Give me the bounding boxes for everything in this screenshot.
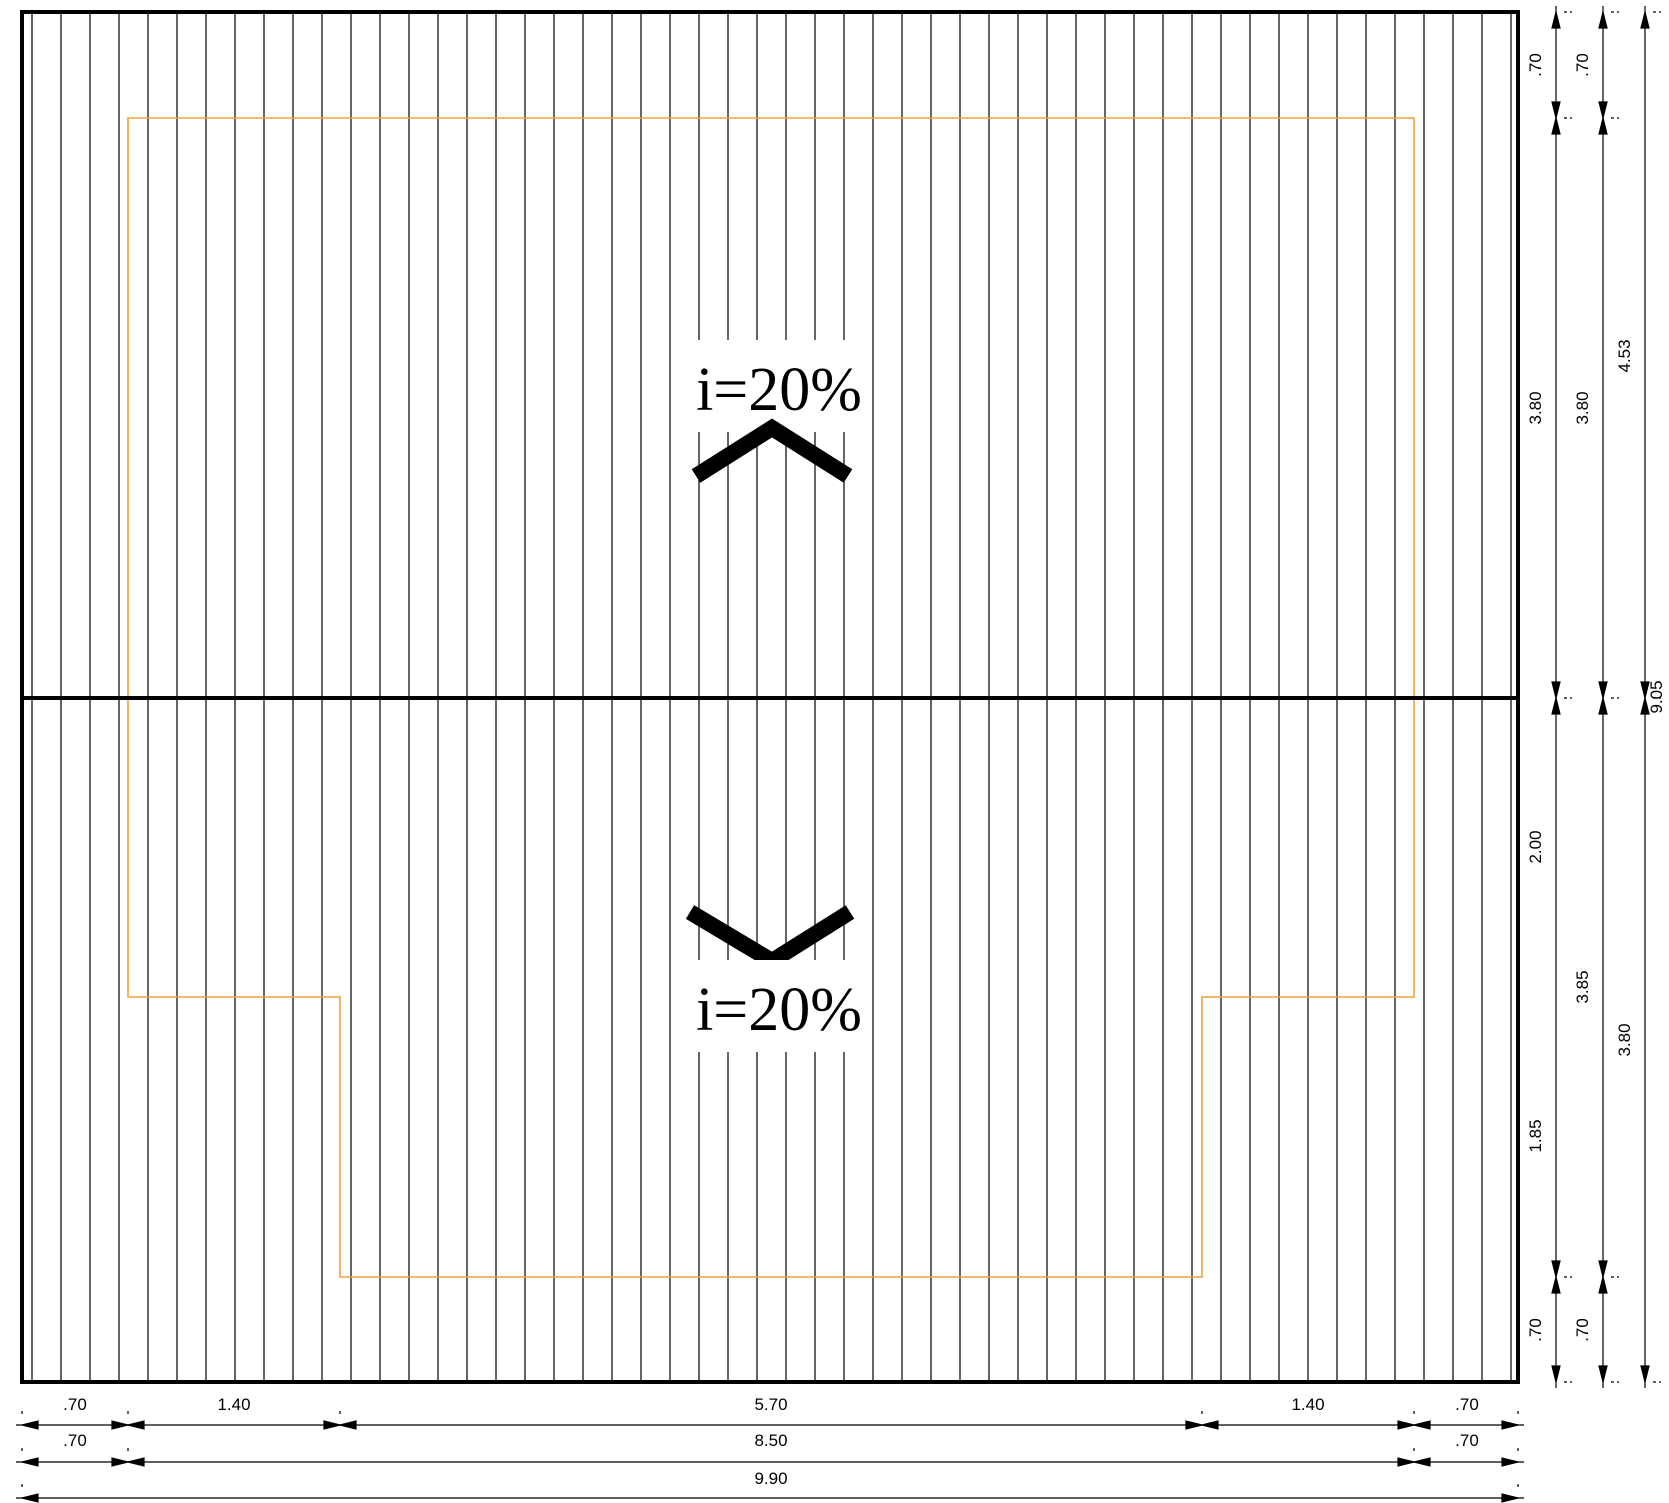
dim-arrow-icon [1501,1420,1519,1430]
dim-arrow-icon [1598,117,1608,135]
right-dimensions: .70 3.80 2.00 1.85 .70 .70 3.80 3.85 .70… [1526,53,1666,1342]
bottom-dimensions: .70 1.40 5.70 1.40 .70 .70 8.50 .70 9.90 [63,1395,1479,1488]
dim-arrow-icon [1551,101,1561,119]
dim-bottom-row1-5: .70 [1455,1395,1479,1414]
dim-bottom-row1-4: 1.40 [1291,1395,1324,1414]
dim-arrow-icon [1640,697,1650,715]
dim-arrow-icon [1640,1365,1650,1383]
dim-right-col3-1: 4.53 [1615,339,1634,372]
dim-bottom-row1-2: 1.40 [217,1395,250,1414]
dim-arrow-icon [1397,1420,1415,1430]
slope-arrow-up-icon [691,418,853,483]
dim-arrow-icon [1201,1420,1219,1430]
dim-arrow-icon [1501,1457,1519,1467]
dim-arrow-icon [1551,681,1561,699]
dim-arrow-icon [1501,1493,1519,1503]
slope-label-lower: i=20% [696,976,862,1044]
dim-bottom-row3-1: 9.90 [754,1469,787,1488]
dim-arrow-icon [127,1457,145,1467]
wall-outline [127,117,1415,1278]
dim-arrow-icon [1551,11,1561,29]
dim-right-col4-1: 9.05 [1647,680,1666,713]
dim-right-col1-2: 3.80 [1526,391,1545,424]
dim-right-col1-3: 2.00 [1526,830,1545,863]
dim-arrow-icon [1397,1457,1415,1467]
dim-right-col2-2: 3.80 [1573,391,1592,424]
dim-arrow-icon [1185,1420,1203,1430]
roof-outline [20,10,1520,1384]
dim-arrow-icon [1598,1276,1608,1294]
dim-bottom-row2-2: 8.50 [754,1431,787,1450]
dim-arrow-icon [1598,11,1608,29]
dim-right-col2-3: 3.85 [1573,970,1592,1003]
dim-arrow-icon [339,1420,357,1430]
dim-arrow-icon [1598,1260,1608,1278]
dim-right-col3-2: 3.80 [1615,1023,1634,1056]
dim-arrow-icon [21,1420,39,1430]
dim-bottom-row2-1: .70 [63,1431,87,1450]
dim-right-col2-4: .70 [1573,1318,1592,1342]
dim-right-col2-1: .70 [1573,53,1592,77]
dim-bottom-row1-1: .70 [63,1395,87,1414]
dim-arrow-icon [1551,697,1561,715]
slope-arrow-down-icon [685,905,855,971]
dim-arrow-icon [111,1457,129,1467]
dim-arrow-icon [1598,681,1608,699]
dim-arrow-icon [1413,1420,1431,1430]
dim-arrow-icon [323,1420,341,1430]
dim-arrow-icon [1551,1276,1561,1294]
dim-arrow-icon [127,1420,145,1430]
slope-label-upper: i=20% [696,356,862,424]
dimension-lines [16,6,1661,1503]
dim-arrow-icon [1640,11,1650,29]
dim-arrow-icon [21,1457,39,1467]
dim-right-col1-4: 1.85 [1526,1119,1545,1152]
dim-right-col1-1: .70 [1526,53,1545,77]
dim-arrow-icon [1598,697,1608,715]
dim-bottom-row2-3: .70 [1455,1431,1479,1450]
dim-arrow-icon [1598,101,1608,119]
dim-arrow-icon [1598,1365,1608,1383]
dim-arrow-icon [1413,1457,1431,1467]
dim-arrow-icon [1551,117,1561,135]
dim-arrow-icon [1551,1260,1561,1278]
dim-right-col1-5: .70 [1526,1318,1545,1342]
slope-label-mask-upper [690,340,868,432]
slope-label-mask-lower [690,960,868,1052]
dim-arrow-icon [21,1493,39,1503]
dim-bottom-row1-3: 5.70 [754,1395,787,1414]
dim-arrow-icon [1640,681,1650,699]
dim-arrow-icon [111,1420,129,1430]
dim-arrow-icon [1551,1365,1561,1383]
